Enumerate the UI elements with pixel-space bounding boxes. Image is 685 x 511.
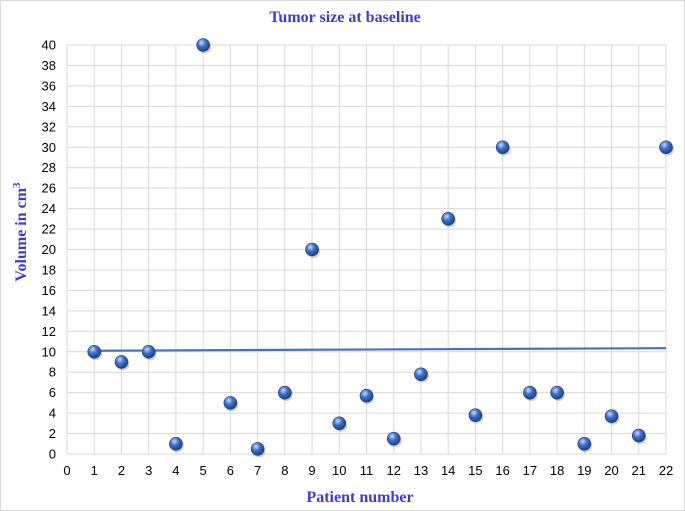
x-tick-label: 1 [91, 463, 98, 478]
x-tick-label: 2 [118, 463, 125, 478]
x-axis-title: Patient number [306, 489, 413, 506]
x-tick-labels: 0 1 2 3 4 5 6 7 8 9 10 11 12 13 14 15 16 17 18 19 20 21 22 [63, 463, 673, 478]
y-tick-label: 4 [49, 406, 56, 421]
y-axis-title: Volume in cm3 [11, 182, 30, 282]
data-point [441, 212, 457, 228]
x-tick-label: 11 [360, 463, 374, 478]
data-point [169, 436, 184, 453]
data-point [141, 344, 157, 361]
y-tick-label: 38 [42, 58, 56, 73]
data-point [631, 428, 647, 445]
x-tick-label: 15 [468, 463, 482, 478]
trendline [94, 347, 667, 352]
y-tick-label: 8 [49, 365, 56, 380]
data-point [495, 140, 511, 156]
data-point [659, 140, 674, 156]
data-point [278, 385, 293, 402]
data-point [550, 385, 566, 402]
y-tick-label: 12 [42, 324, 56, 339]
x-tick-label: 16 [495, 463, 509, 478]
y-tick-label: 14 [42, 303, 56, 318]
data-point [414, 367, 429, 383]
x-tick-label: 6 [227, 463, 234, 478]
y-tick-label: 34 [42, 99, 56, 114]
data-point [250, 442, 266, 458]
x-tick-label: 12 [386, 463, 400, 478]
chart-title: Tumor size at baseline [269, 9, 421, 26]
y-tick-label: 26 [42, 181, 56, 196]
x-tick-label: 8 [281, 463, 288, 478]
y-tick-label: 18 [42, 262, 56, 277]
x-tick-label: 3 [145, 463, 152, 478]
x-tick-label: 7 [254, 463, 261, 478]
x-tick-label: 0 [63, 463, 70, 478]
y-tick-label: 36 [42, 78, 56, 93]
x-tick-label: 17 [523, 463, 537, 478]
grid-lines [66, 44, 667, 455]
data-point [305, 242, 321, 258]
x-tick-label: 19 [577, 463, 591, 478]
data-point [604, 409, 620, 425]
y-axis-title-superscript: 3 [11, 182, 23, 188]
x-tick-label: 9 [308, 463, 315, 478]
data-point [359, 388, 375, 405]
x-tick-label: 18 [550, 463, 564, 478]
data-point [523, 385, 538, 402]
y-axis-title-main: Volume in cm [13, 187, 30, 281]
y-tick-label: 0 [49, 447, 56, 462]
x-tick-label: 14 [441, 463, 455, 478]
x-tick-label: 21 [632, 463, 646, 478]
y-tick-label: 40 [42, 38, 56, 53]
data-point [386, 431, 402, 448]
x-tick-label: 10 [332, 463, 346, 478]
data-point [114, 355, 130, 371]
data-point [87, 344, 103, 361]
y-tick-label: 6 [49, 385, 56, 400]
x-tick-label: 13 [414, 463, 428, 478]
y-tick-label: 10 [42, 344, 56, 359]
y-tick-label: 28 [42, 160, 56, 175]
y-tick-label: 16 [42, 283, 56, 298]
y-tick-label: 20 [42, 242, 56, 257]
y-tick-label: 32 [42, 119, 56, 134]
data-point [332, 416, 348, 432]
data-point [223, 396, 239, 412]
data-point [577, 436, 593, 453]
x-tick-label: 20 [604, 463, 618, 478]
x-tick-label: 22 [659, 463, 673, 478]
data-points [87, 38, 674, 458]
data-point [468, 408, 484, 424]
y-tick-label: 30 [42, 140, 56, 155]
y-tick-label: 2 [49, 426, 56, 441]
x-tick-label: 5 [200, 463, 207, 478]
data-point [196, 38, 212, 54]
y-tick-label: 24 [42, 201, 56, 216]
y-tick-label: 22 [42, 222, 56, 237]
x-tick-label: 4 [172, 463, 179, 478]
